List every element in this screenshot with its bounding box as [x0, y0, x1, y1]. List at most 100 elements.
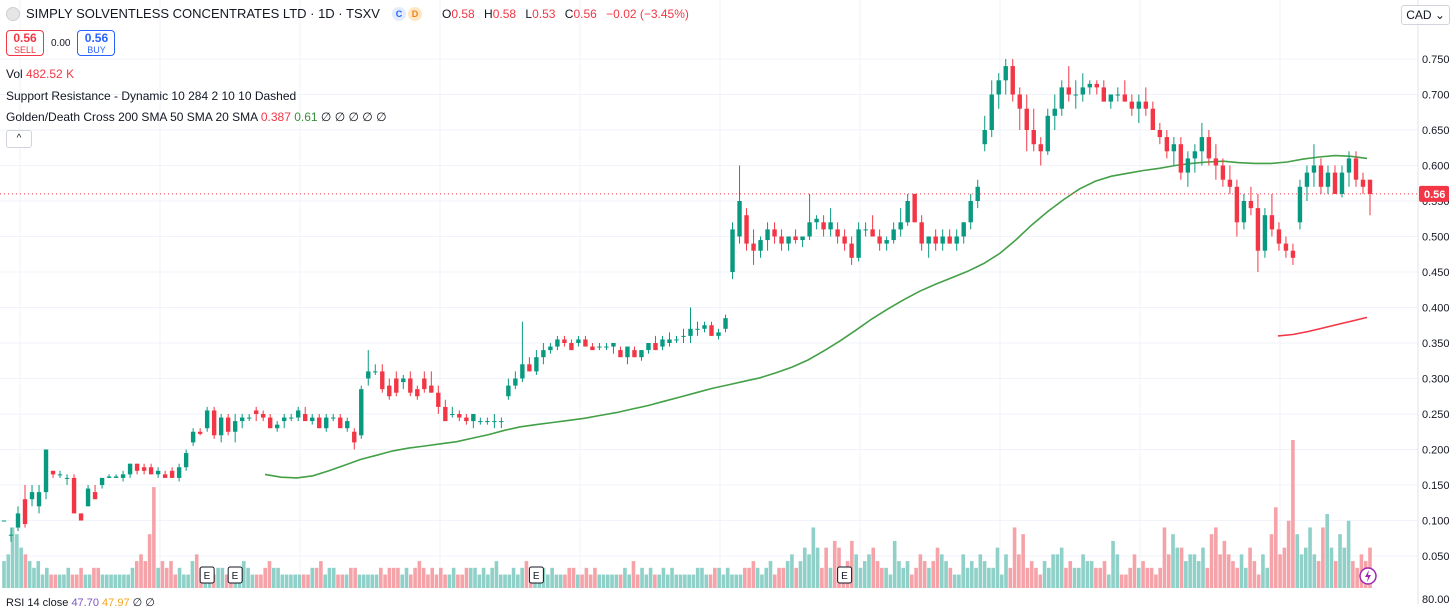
volume-bar [27, 561, 32, 588]
volume-bar [640, 567, 644, 588]
volume-bar [648, 567, 653, 588]
candle-body [246, 417, 252, 419]
volume-bar [1111, 540, 1115, 588]
volume-bar [768, 561, 773, 588]
volume-bar [417, 561, 422, 588]
volume-bar [1261, 554, 1265, 588]
volume-bar [982, 561, 987, 588]
candle-body [1101, 87, 1107, 102]
volume-bar [957, 574, 961, 588]
support-resistance-legend[interactable]: Support Resistance - Dynamic 10 284 2 10… [6, 89, 296, 103]
candle-body [310, 417, 315, 422]
gdc-params: 200 SMA 50 SMA 20 SMA [118, 110, 258, 124]
symbol-title[interactable]: SIMPLY SOLVENTLESS CONCENTRATES LTD · 1D… [26, 6, 380, 21]
ohlc-value: 0.56 [573, 6, 597, 21]
volume-bar [1214, 527, 1218, 588]
volume-bar [914, 567, 918, 588]
candle-body [555, 339, 560, 347]
volume-bar [1291, 440, 1295, 588]
volume-bar [1231, 561, 1235, 588]
volume-bar [1338, 534, 1342, 588]
candle-body [541, 350, 546, 358]
candle-body [155, 470, 161, 475]
candle-body [597, 346, 602, 348]
volume-bar [1239, 554, 1244, 588]
volume-bar [438, 567, 443, 588]
golden-death-cross-legend[interactable]: Golden/Death Cross 200 SMA 50 SMA 20 SMA… [6, 110, 387, 124]
currency-selector[interactable]: CAD ⌄ [1401, 5, 1450, 25]
volume-bar [738, 574, 743, 588]
candle-body [590, 346, 595, 351]
volume-bar [1329, 547, 1334, 588]
volume-bar [387, 567, 392, 588]
volume-bar [708, 574, 713, 588]
candle-body [667, 339, 672, 343]
volume-bar [1162, 527, 1167, 588]
volume-bar [169, 561, 173, 588]
earnings-marker-label: E [533, 571, 540, 582]
candle-body [345, 421, 350, 429]
volume-bar [353, 567, 357, 588]
candle-body [380, 371, 385, 390]
candle-body [1269, 215, 1275, 230]
earnings-marker-label: E [841, 571, 848, 582]
volume-bar [1008, 567, 1013, 588]
chart-header: SIMPLY SOLVENTLESS CONCENTRATES LTD · 1D… [6, 6, 689, 21]
spread-value: 0.00 [51, 37, 71, 49]
candle-body [1094, 83, 1099, 88]
volume-bar [66, 567, 71, 588]
price-tick-label: 0.750 [1422, 54, 1450, 66]
volume-bar [1175, 547, 1180, 588]
volume-bar [15, 534, 19, 588]
candle-body [1010, 66, 1015, 95]
candle-body [919, 222, 924, 244]
sell-price: 0.56 [13, 31, 37, 45]
volume-bar [36, 561, 41, 588]
candle-body [751, 243, 756, 251]
candle-body [1339, 172, 1345, 194]
candle-body [22, 499, 28, 525]
candle-body [197, 431, 203, 434]
volume-bar [974, 567, 978, 588]
badge-d-icon: D [407, 6, 422, 21]
market-status[interactable]: C D [391, 6, 422, 21]
candle-body [8, 534, 14, 536]
buy-button[interactable]: 0.56 BUY [77, 30, 116, 56]
volume-bar [1321, 527, 1325, 588]
volume-bar [1299, 554, 1304, 588]
volume-bar [1042, 561, 1047, 588]
volume-bar [1252, 561, 1257, 588]
candle-body [429, 385, 434, 393]
sell-button[interactable]: 0.56 SELL [6, 30, 44, 56]
volume-bar [520, 567, 524, 588]
volume-bar [250, 574, 255, 588]
volume-bar [601, 574, 606, 588]
candle-body [982, 130, 987, 145]
volume-bar [49, 574, 53, 588]
candle-body [162, 474, 168, 478]
volume-bar [781, 567, 786, 588]
candle-body [1024, 108, 1029, 130]
candle-body [50, 470, 56, 475]
volume-bar [798, 561, 803, 588]
volume-bar [1102, 561, 1107, 588]
volume-legend[interactable]: Vol 482.52 K [6, 67, 74, 81]
candle-body [548, 346, 553, 351]
volume-bars [2, 440, 1372, 588]
volume-bar [1149, 567, 1154, 588]
collapse-legend-icon[interactable]: ^ [6, 130, 32, 148]
volume-bar [965, 567, 970, 588]
volume-bar [1136, 567, 1141, 588]
badge-c-icon: C [391, 6, 406, 21]
volume-bar [824, 547, 828, 588]
support-resistance-params: 10 284 2 10 10 Dashed [171, 89, 297, 103]
volume-bar [897, 561, 901, 588]
rsi-value-2: 47.97 [102, 597, 130, 609]
volume-bar [1265, 567, 1270, 588]
rsi-legend[interactable]: RSI 14 close 47.70 47.97 ∅ ∅ [6, 596, 155, 609]
ohlc-key: L [525, 6, 533, 21]
candle-body [513, 378, 518, 386]
volume-bar [413, 567, 417, 588]
volume-bar [987, 567, 991, 588]
